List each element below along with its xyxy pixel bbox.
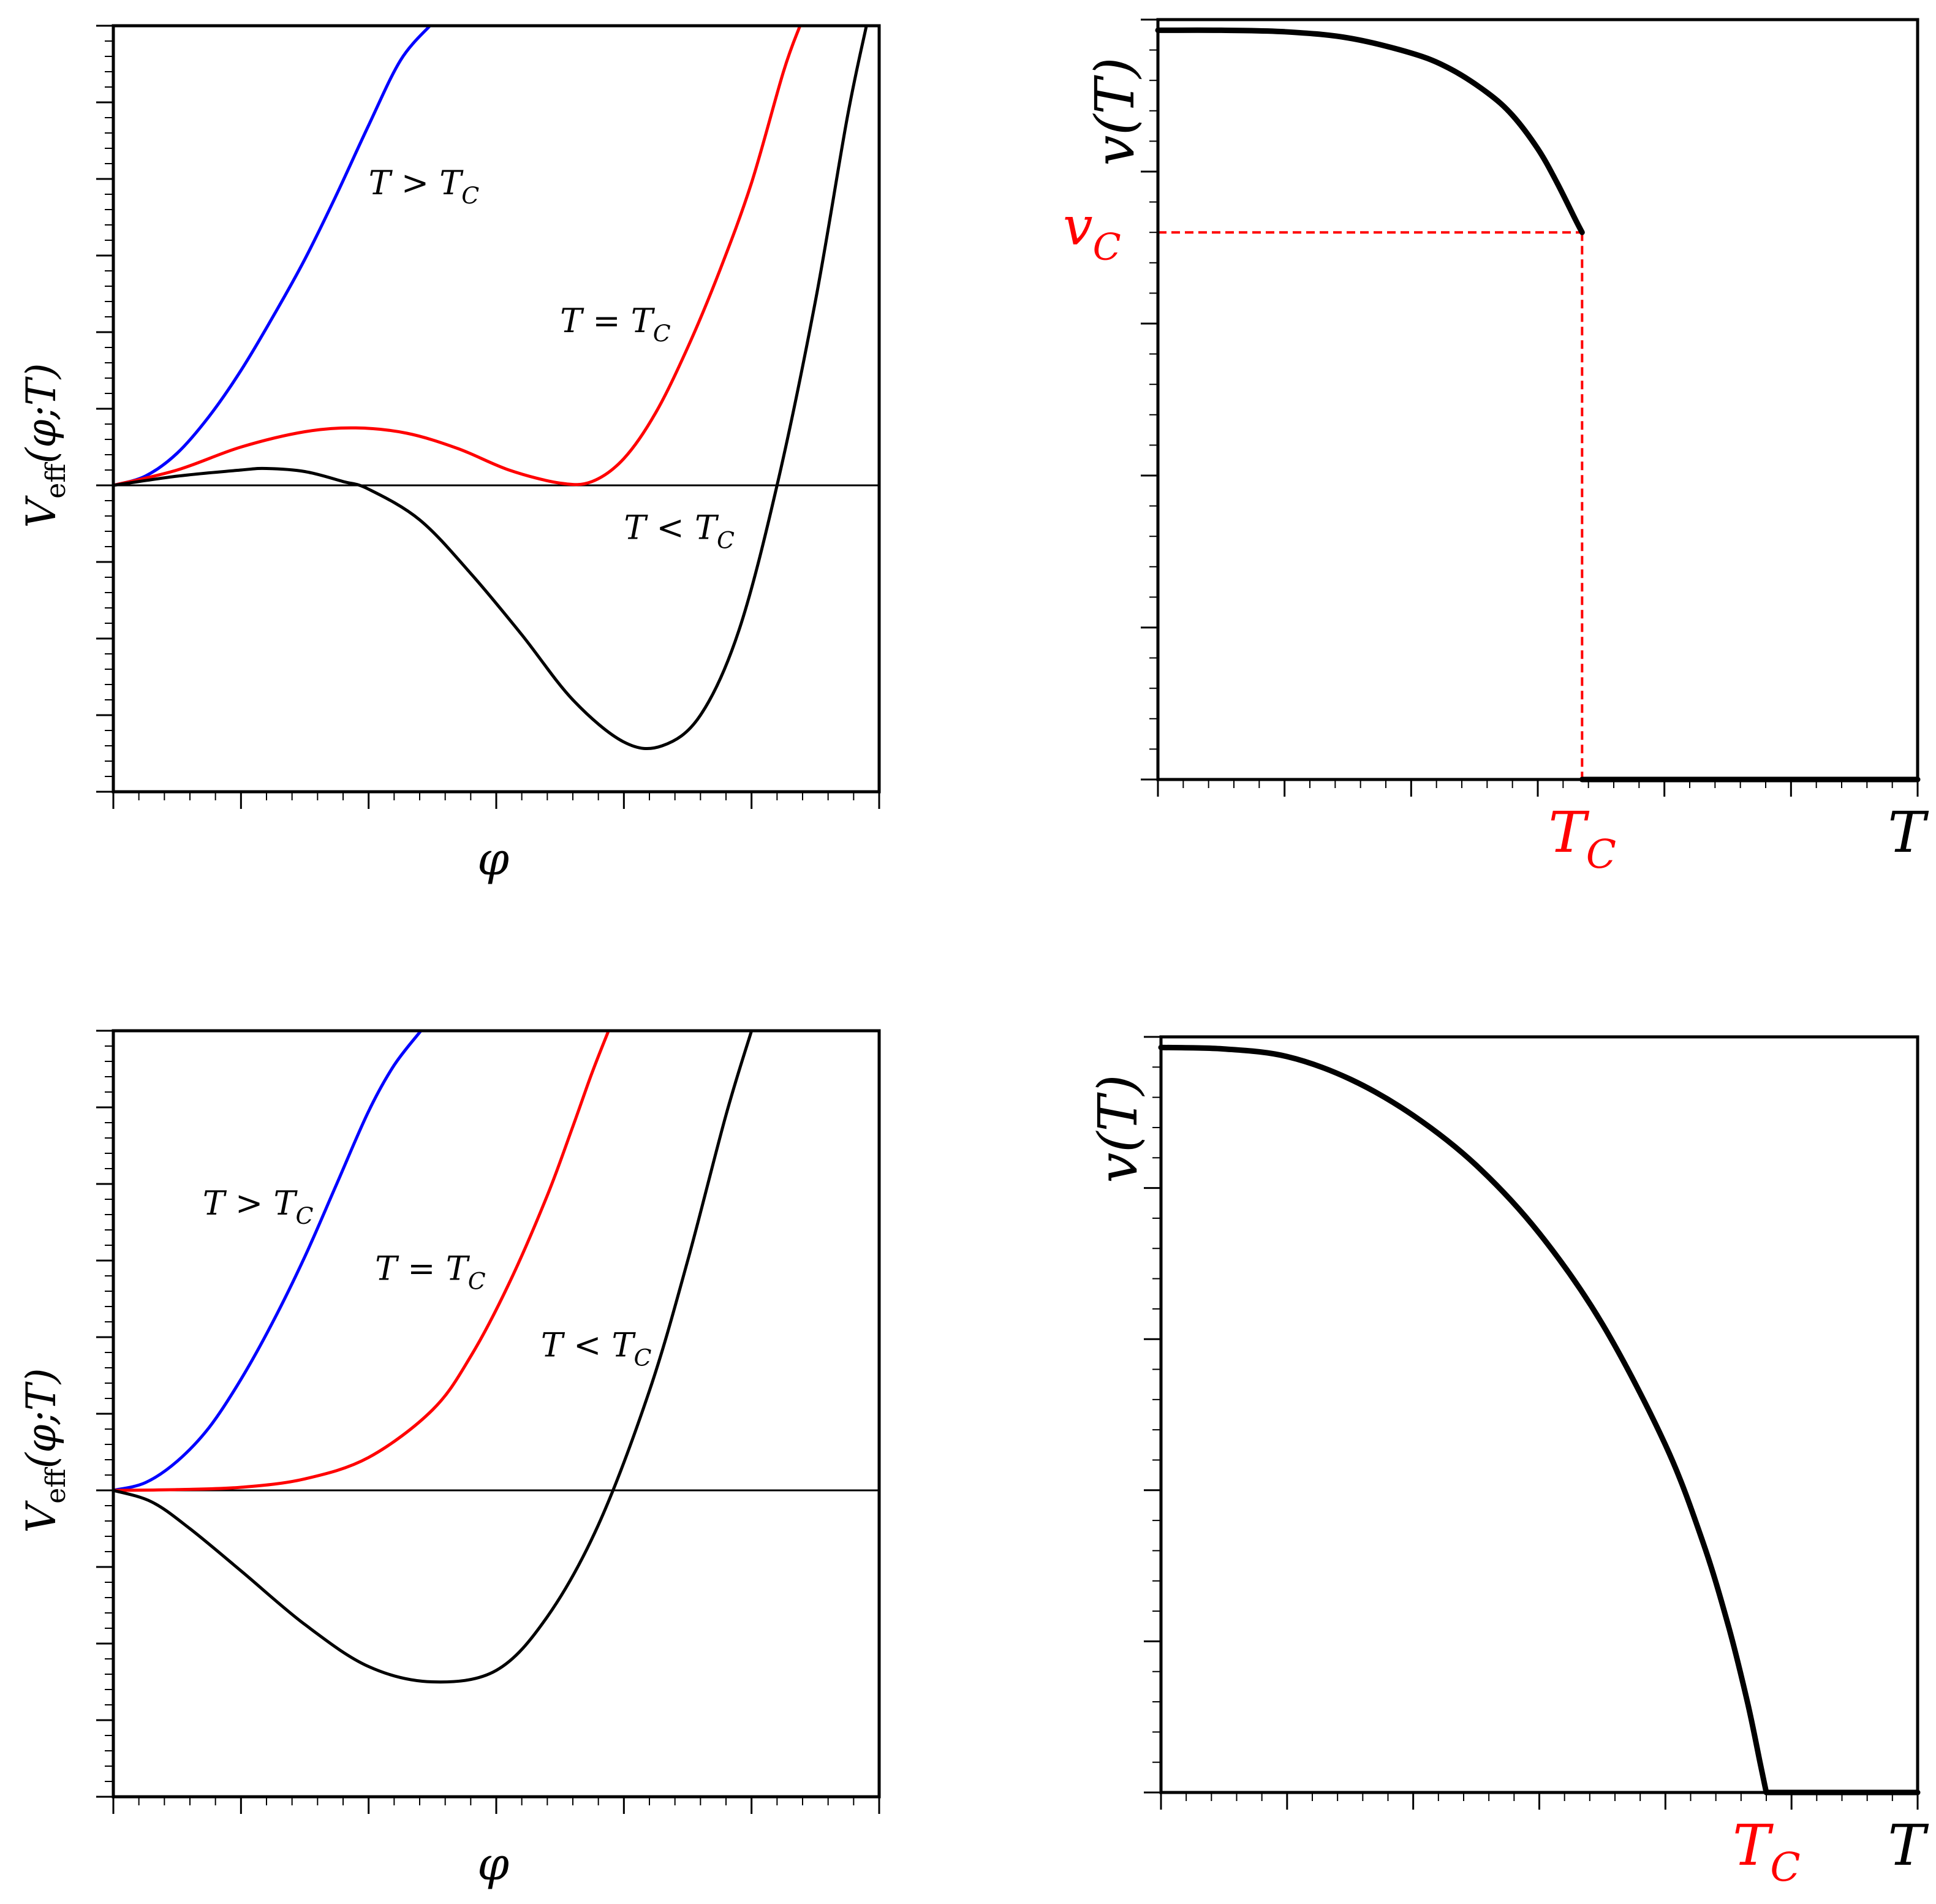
y-axis-label: Veff(φ;T) [18, 363, 72, 528]
series-line-below [113, 26, 868, 751]
series-line-above [113, 1031, 423, 1492]
ylabel-args: (φ;T) [18, 363, 65, 464]
label-rhs: T [612, 1326, 637, 1364]
critical-temperature-label: TC [1548, 800, 1616, 878]
label-op: = [592, 302, 630, 340]
series-label-critical: T = TC [375, 1249, 486, 1294]
y-axis-label-text: v(T) [1083, 57, 1146, 165]
label-lhs: T [203, 1184, 235, 1223]
ylabel-base: V [18, 1500, 65, 1533]
series-label-above: T > TC [369, 164, 480, 209]
critical-value-label: vC [1063, 196, 1121, 268]
plot-frame [1156, 18, 1919, 781]
series-label-critical: T = TC [560, 302, 671, 347]
x-axis-label: φ [477, 1838, 509, 1891]
series-line-critical [113, 1031, 610, 1492]
label-op: > [235, 1184, 273, 1223]
label-sub: C [295, 1202, 313, 1229]
series-label-below: T < TC [541, 1326, 652, 1371]
y-axis-label: v(T) [1086, 1074, 1149, 1183]
plot-frame [112, 1029, 881, 1799]
label-op: > [401, 164, 439, 202]
x-axis-label: T [1888, 1813, 1929, 1878]
label-lhs: T [369, 164, 401, 202]
label-lhs: T [541, 1326, 573, 1364]
label-rhs: T [439, 164, 464, 202]
label-op: = [407, 1249, 445, 1288]
text-sub: C [1770, 1845, 1800, 1891]
label-lhs: T [375, 1249, 407, 1288]
text-sub: C [1093, 226, 1121, 268]
y-axis-label: Veff(φ;T) [18, 1368, 72, 1533]
label-op: < [657, 509, 695, 547]
label-rhs: T [695, 509, 719, 547]
text-base: v [1063, 196, 1093, 257]
label-sub: C [468, 1267, 486, 1294]
ylabel-base: V [18, 495, 65, 528]
series-label-below: T < TC [624, 509, 735, 554]
critical-temperature-label: TC [1733, 1813, 1801, 1891]
y-axis-label: v(T) [1083, 57, 1146, 165]
label-sub: C [461, 182, 479, 209]
ylabel-sub: eff [40, 462, 72, 499]
label-lhs: T [560, 302, 592, 340]
ylabel-sub: eff [40, 1467, 72, 1504]
plot-frame [1159, 1035, 1919, 1794]
x-axis-label: φ [477, 833, 509, 886]
series-line-critical [113, 26, 802, 487]
label-op: < [573, 1326, 611, 1364]
y-axis-label-text: Veff(φ;T) [18, 1368, 72, 1533]
y-axis-label-text: Veff(φ;T) [18, 363, 72, 528]
text-base: T [1548, 800, 1589, 865]
label-lhs: T [624, 509, 656, 547]
label-rhs: T [273, 1184, 298, 1223]
label-sub: C [717, 527, 735, 554]
label-rhs: T [631, 302, 656, 340]
series-line-above [113, 26, 431, 487]
series-line-vev [1155, 27, 1585, 235]
ylabel-args: (φ;T) [18, 1368, 65, 1469]
text-sub: C [1586, 832, 1616, 878]
label-rhs: T [446, 1249, 471, 1288]
label-sub: C [634, 1344, 652, 1371]
text-base: T [1733, 1813, 1774, 1878]
series-label-above: T > TC [203, 1184, 314, 1229]
label-sub: C [653, 320, 671, 347]
series-line-vev [1158, 1044, 1769, 1796]
x-axis-label: T [1888, 800, 1929, 865]
series-line-below [113, 1031, 754, 1684]
y-axis-label-text: v(T) [1086, 1074, 1149, 1183]
